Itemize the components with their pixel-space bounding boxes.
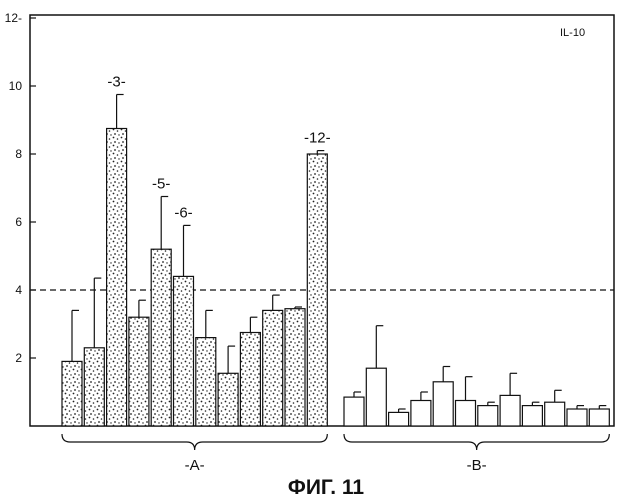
bar — [478, 406, 498, 426]
bar-annotation: -6- — [174, 204, 192, 221]
bar — [589, 409, 609, 426]
bar — [433, 382, 453, 426]
bar-annotation: -5- — [152, 176, 170, 193]
bar — [84, 348, 104, 426]
y-tick-label: 12- — [5, 11, 22, 25]
group-brace — [344, 434, 609, 450]
y-axis-ticks: 2 4 6 8 10 12- — [5, 11, 36, 365]
group-label: -A- — [185, 457, 205, 474]
bar-annotations: -3- -5--6- -12- — [107, 74, 330, 222]
bar-annotation: -3- — [107, 74, 125, 91]
bars-layer — [62, 95, 609, 427]
bar — [218, 373, 238, 426]
bar — [366, 368, 386, 426]
bar — [263, 310, 283, 426]
bar — [285, 309, 305, 426]
y-tick-label: 2 — [15, 351, 22, 365]
bar-annotation: -12- — [304, 130, 331, 147]
bar — [107, 129, 127, 427]
panel-label: IL-10 — [560, 27, 585, 39]
group-brace — [62, 434, 327, 450]
bar — [307, 154, 327, 426]
y-tick-label: 6 — [15, 215, 22, 229]
bar — [545, 402, 565, 426]
bar — [151, 249, 171, 426]
bar — [174, 276, 194, 426]
bar — [500, 395, 520, 426]
bar — [62, 361, 82, 426]
bar — [240, 333, 260, 427]
y-tick-label: 4 — [15, 283, 22, 297]
y-tick-label: 10 — [9, 79, 23, 93]
figure-caption: ФИГ. 11 — [288, 476, 364, 499]
group-label: -B- — [467, 457, 487, 474]
bar — [389, 412, 409, 426]
y-tick-label: 8 — [15, 147, 22, 161]
bar — [456, 401, 476, 427]
bar — [411, 401, 431, 427]
bar — [196, 338, 216, 426]
group-braces: -A- -B- — [62, 434, 609, 474]
bar — [522, 406, 542, 426]
bar — [129, 317, 149, 426]
bar — [344, 397, 364, 426]
bar — [567, 409, 587, 426]
